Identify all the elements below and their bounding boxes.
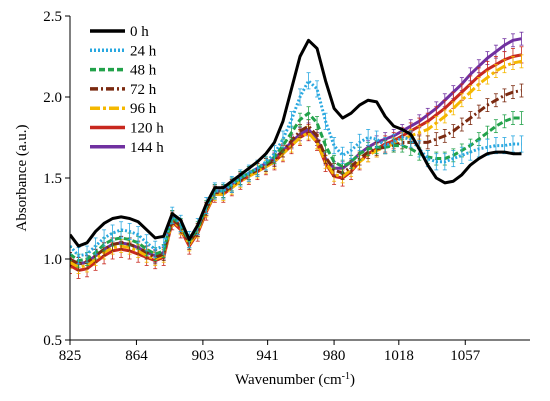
legend-label: 72 h — [130, 82, 157, 98]
legend-label: 144 h — [130, 140, 164, 156]
x-axis-title-close: ) — [350, 372, 355, 388]
y-tick-label: 1.5 — [43, 171, 62, 187]
series-0-h — [70, 38, 522, 248]
y-axis-title: Absorbance (a.u.) — [14, 124, 30, 231]
series-line — [70, 111, 522, 263]
x-tick-label: 941 — [256, 348, 279, 364]
x-tick-label: 1018 — [384, 348, 414, 364]
y-tick-label: 2.0 — [43, 90, 62, 106]
series-line — [70, 59, 522, 269]
series-line — [70, 38, 522, 248]
ticks-layer: 0.5 1.0 1.5 2.0 2.5 825 864 903 941 980 1018 1057 — [43, 9, 481, 364]
y-tick-label: 1.0 — [43, 252, 62, 268]
x-tick-label: 980 — [323, 348, 346, 364]
x-tick-label: 864 — [125, 348, 148, 364]
x-tick-label: 825 — [59, 348, 82, 364]
x-tick-label: 903 — [192, 348, 215, 364]
series-layer — [70, 31, 524, 279]
y-tick-label: 2.5 — [43, 9, 62, 25]
series-line — [70, 89, 522, 266]
series-24-h — [70, 72, 524, 265]
y-tick-label: 0.5 — [43, 333, 62, 349]
x-axis-title: Wavenumber (cm-1) — [235, 371, 355, 388]
legend: 0 h 24 h 48 h 72 h 96 h 120 h 144 h — [90, 24, 164, 156]
legend-label: 24 h — [130, 43, 157, 59]
series-line — [70, 79, 522, 258]
legend-label: 96 h — [130, 101, 157, 117]
legend-label: 0 h — [130, 24, 149, 40]
legend-label: 48 h — [130, 63, 157, 79]
x-tick-label: 1057 — [450, 348, 481, 364]
legend-label: 120 h — [130, 121, 164, 137]
x-axis-title-sup: -1 — [342, 371, 350, 382]
